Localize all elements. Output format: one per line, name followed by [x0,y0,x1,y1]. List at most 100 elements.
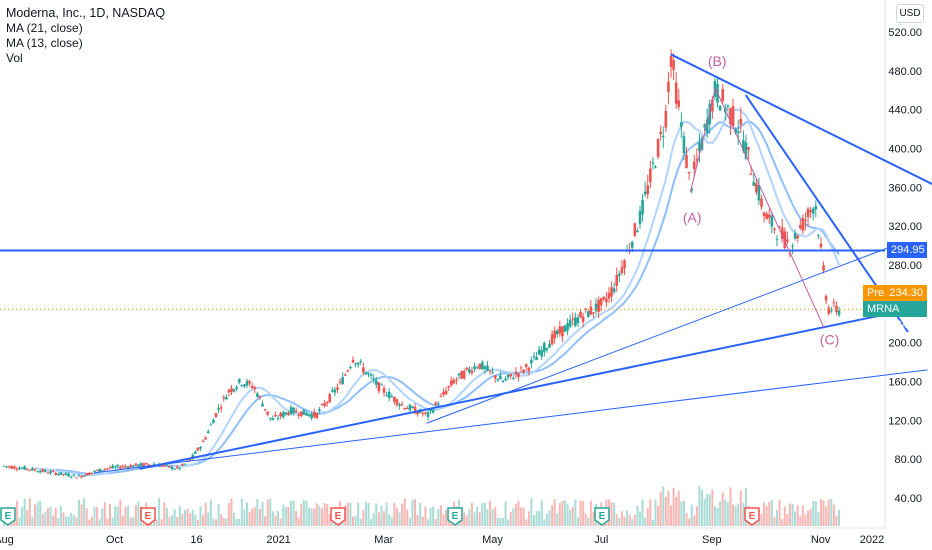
volume-bar [246,502,249,526]
candle-body [253,387,257,390]
candle-body [517,373,520,377]
volume-bar [220,514,223,526]
volume-bar [271,511,274,526]
candle-body [501,380,505,383]
volume-bar [401,503,404,526]
volume-bar [383,511,386,526]
candle-body [333,389,337,393]
volume-bar [584,513,587,526]
volume-bar [786,513,789,526]
candle-body [261,403,264,407]
volume-bar [23,498,26,526]
volume-bar [253,507,256,526]
volume-bar [346,502,349,526]
candle-body [341,377,344,385]
volume-bar [672,487,675,526]
volume-bar [571,506,574,526]
volume-bar [646,508,649,526]
candle-body [506,374,510,378]
candle-body [811,208,815,214]
candle-body [742,140,745,151]
volume-bar [760,513,763,526]
candle-body [483,366,487,369]
volume-bar [693,515,696,526]
volume-bar [212,518,215,526]
volume-bar [240,498,243,526]
candle-body [824,296,828,301]
currency-button[interactable]: USD [896,4,924,23]
volume-bar [292,500,295,526]
candle-body [297,414,301,416]
candle-body [191,455,195,458]
candle-body [553,330,556,339]
volume-bar [553,499,556,526]
volume-bar [757,518,760,526]
candle-body [690,188,693,191]
candle-body [685,155,688,169]
candle-body [38,470,42,473]
candle-body [798,225,802,229]
candle-body [18,468,21,470]
indicator-ma21[interactable]: MA (21, close) [6,21,83,35]
indicator-ma13[interactable]: MA (13, close) [6,36,83,50]
volume-bar [773,516,776,526]
volume-bar [654,499,657,526]
volume-bar [103,502,106,526]
candle-body [173,468,176,470]
volume-bar [414,499,417,526]
candle-body [555,330,559,335]
candle-body [209,424,213,426]
volume-bar [320,508,323,526]
candle-body [310,414,313,419]
x-tick-label: Oct [106,534,123,546]
candle-body [349,367,352,369]
indicator-vol[interactable]: Vol [6,51,23,65]
candle-body [599,298,603,306]
candle-body [59,472,63,475]
candle-body [354,363,357,365]
volume-bar [610,502,613,526]
volume-bar [372,513,375,526]
candle-body [656,139,660,157]
volume-bar [269,498,272,526]
candle-body [437,403,440,405]
candle-body [284,412,288,415]
candle-body [13,466,16,469]
volume-bar [243,509,246,526]
candle-body [103,469,107,471]
volume-bar [393,502,396,526]
candle-body [351,359,355,363]
volume-bar [804,514,807,526]
volume-bar [770,500,773,526]
volume-bar [186,508,189,526]
volume-bar [783,506,786,526]
volume-bar [85,508,88,526]
volume-bar [437,509,440,526]
candle-body [571,318,575,320]
volume-bar [491,509,494,526]
candle-body [649,168,652,182]
candle-body [814,206,818,210]
candle-body [292,407,295,414]
candle-body [10,466,14,469]
x-tick-label: May [482,534,503,546]
y-tick-label: 360.00 [888,182,922,194]
candle-body [23,466,26,470]
volume-bar [781,518,784,526]
volume-bar [121,516,124,526]
candle-body [144,462,148,465]
candle-body [279,413,282,417]
volume-bar [494,507,497,526]
volume-bar [354,515,357,526]
volume-bar [739,490,742,526]
earnings-badge [330,507,346,526]
candle-body [54,472,58,475]
volume-bar [49,506,52,526]
volume-bar [799,515,802,526]
candle-body [237,378,241,383]
volume-bar [613,502,616,526]
candle-body [206,431,210,434]
volume-bar [698,486,701,526]
candle-body [400,404,404,406]
